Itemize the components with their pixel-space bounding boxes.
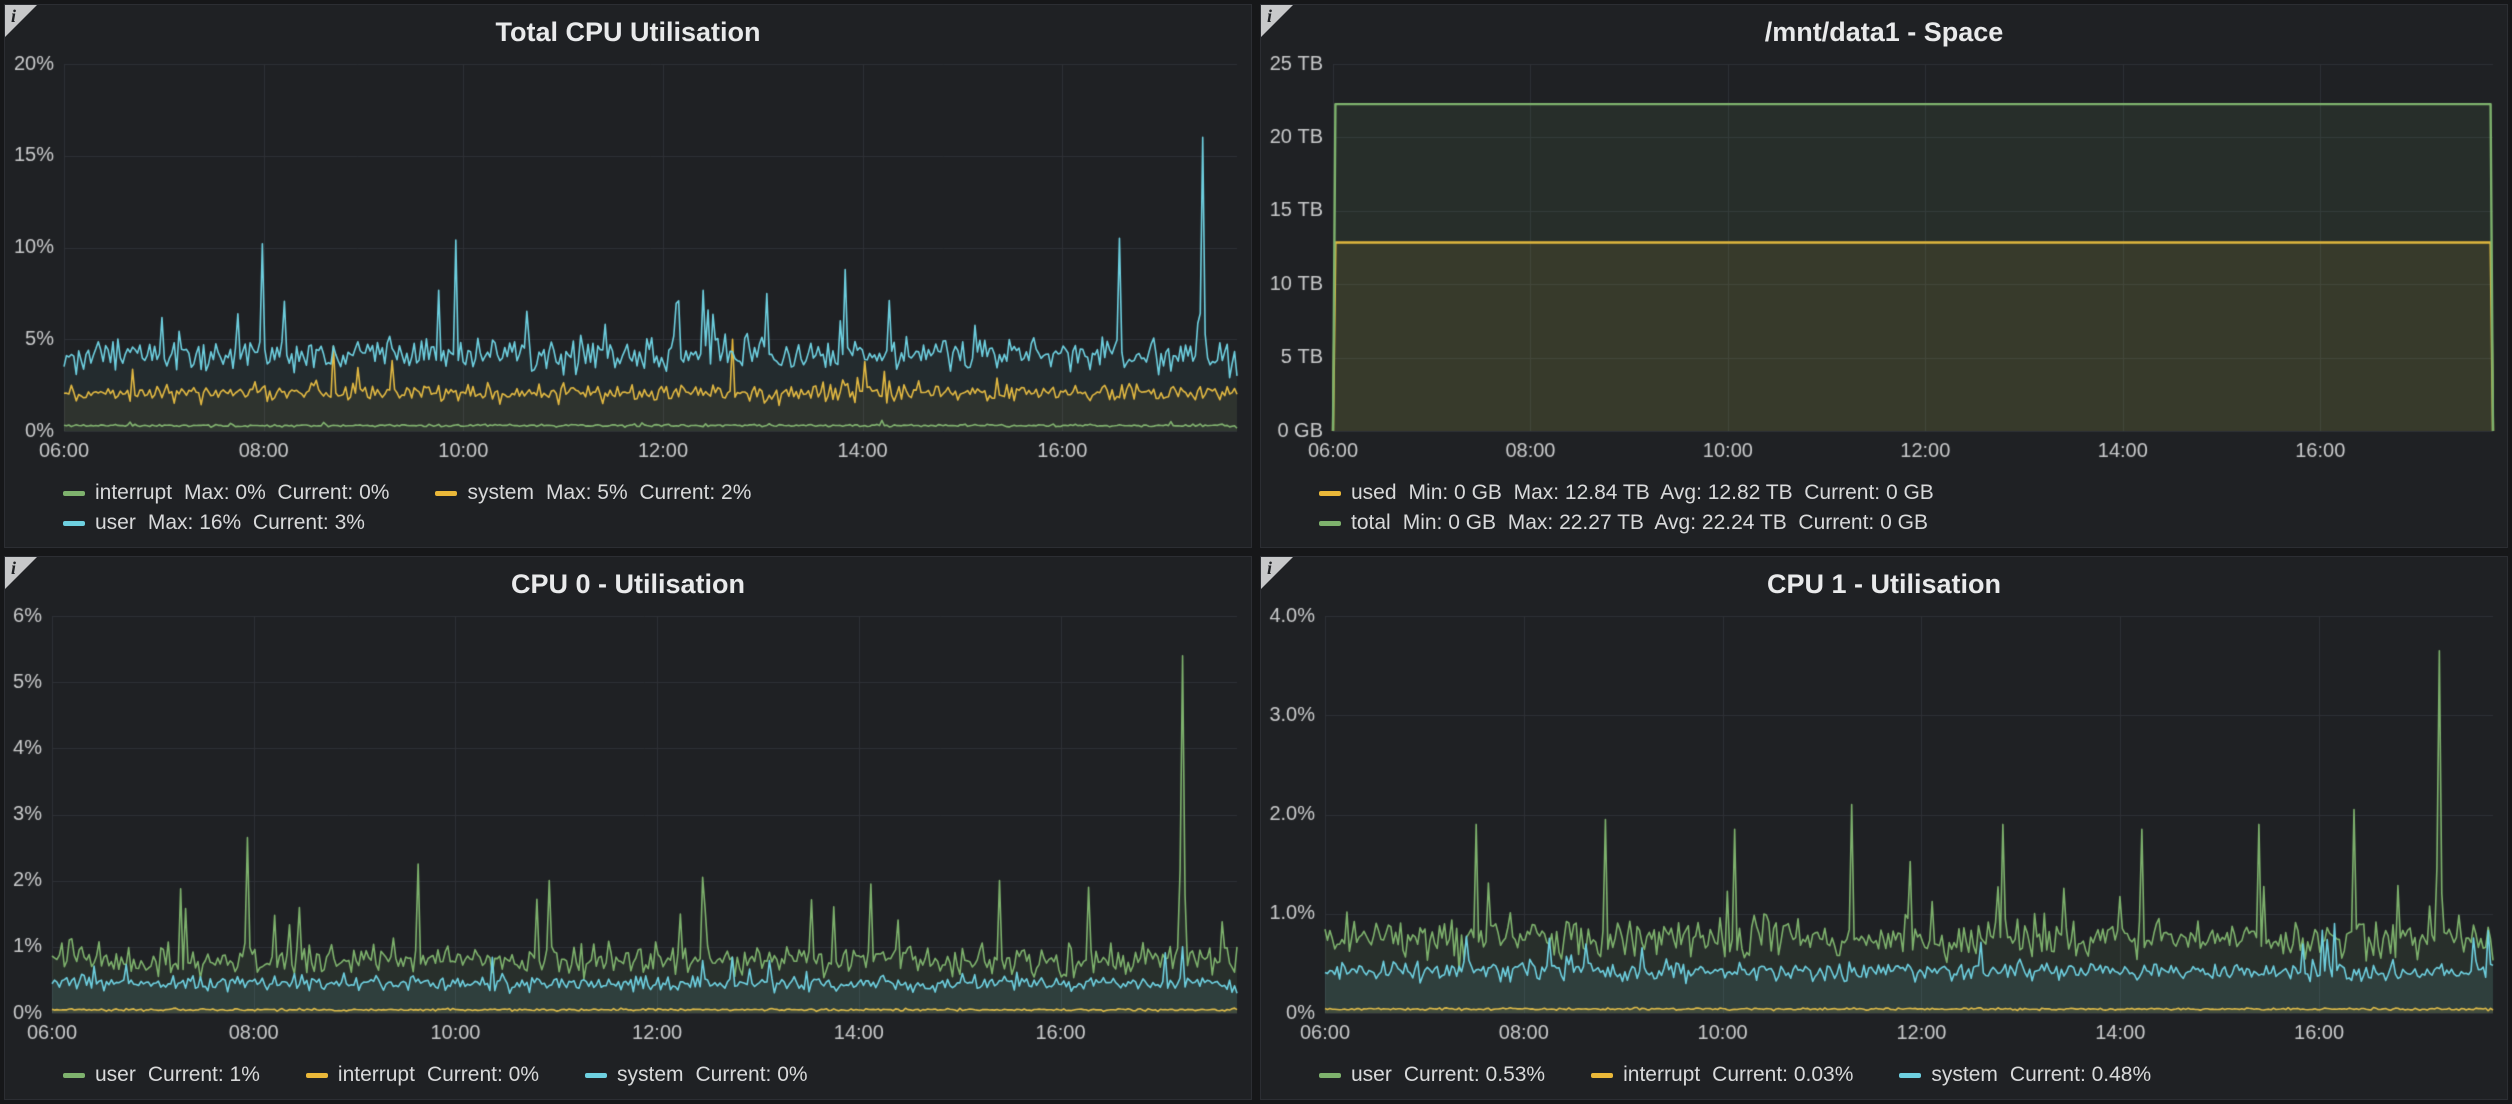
series-stats: Current: 0% xyxy=(426,1063,539,1086)
series-name: system xyxy=(617,1063,684,1086)
legend-item-interrupt[interactable]: interrupt Current: 0.03% xyxy=(1591,1063,1853,1087)
legend-row: user Max: 16% Current: 3% xyxy=(63,511,1239,535)
legend-item-interrupt[interactable]: interrupt Max: 0% Current: 0% xyxy=(63,481,389,505)
legend-item-user[interactable]: user Max: 16% Current: 3% xyxy=(63,511,365,535)
series-color-marker-icon xyxy=(1319,520,1341,526)
panel-info-corner[interactable]: i xyxy=(1261,557,1293,589)
legend-row: interrupt Max: 0% Current: 0% system Max: 5… xyxy=(63,481,1239,505)
series-stats: Min: 0 GB Max: 22.27 TB Avg: 22.24 TB Cu… xyxy=(1402,511,1928,535)
legend: user Current: 1% interrupt Current: 0% syste… xyxy=(5,1053,1251,1099)
series-name: user xyxy=(95,1063,136,1086)
series-color-marker-icon xyxy=(305,1072,328,1078)
series-name: interrupt xyxy=(337,1063,415,1086)
series-name: user xyxy=(1351,1063,1392,1086)
series-color-marker-icon xyxy=(435,490,458,496)
series-stats: Current: 0.03% xyxy=(1712,1063,1854,1086)
panel-cpu-1-utilisation: i CPU 1 - Utilisation user Current: 0.53%… xyxy=(1260,556,2508,1100)
chart-total-cpu-utilisation[interactable] xyxy=(5,48,1251,472)
legend: interrupt Max: 0% Current: 0% system Max: 5… xyxy=(5,471,1251,547)
series-color-marker-icon xyxy=(585,1072,607,1078)
series-name: interrupt xyxy=(1623,1063,1701,1086)
series-stats: Max: 0% Current: 0% xyxy=(184,481,390,505)
legend-item-used[interactable]: used Min: 0 GB Max: 12.84 TB Avg: 12.82 T… xyxy=(1319,481,1934,505)
series-name: interrupt xyxy=(95,481,173,505)
panel-title[interactable]: /mnt/data1 - Space xyxy=(1764,17,2004,47)
legend-item-interrupt[interactable]: interrupt Current: 0% xyxy=(305,1063,539,1087)
panel-total-cpu-utilisation: i Total CPU Utilisation interrupt Max: 0%… xyxy=(4,4,1252,548)
panel-title[interactable]: CPU 0 - Utilisation xyxy=(510,569,746,599)
series-color-marker-icon xyxy=(1319,1072,1341,1078)
series-stats: Max: 5% Current: 2% xyxy=(545,481,752,505)
info-icon: i xyxy=(11,558,17,578)
panel-title[interactable]: Total CPU Utilisation xyxy=(495,17,761,47)
series-name: user xyxy=(95,511,136,535)
series-color-marker-icon xyxy=(1899,1072,1922,1078)
legend-item-system[interactable]: system Current: 0.48% xyxy=(1899,1063,2151,1087)
chart-cpu-0-utilisation[interactable] xyxy=(5,600,1251,1053)
series-color-marker-icon xyxy=(63,490,85,496)
series-color-marker-icon xyxy=(1591,1072,1614,1078)
info-icon: i xyxy=(1267,558,1273,578)
panel-info-corner[interactable]: i xyxy=(5,5,37,37)
panel-cpu-0-utilisation: i CPU 0 - Utilisation user Current: 1% int… xyxy=(4,556,1252,1100)
legend-row: used Min: 0 GB Max: 12.84 TB Avg: 12.82 T… xyxy=(1319,481,2495,505)
panel-title[interactable]: CPU 1 - Utilisation xyxy=(1766,569,2002,599)
series-name: used xyxy=(1351,481,1397,505)
chart-mnt-data1-space[interactable] xyxy=(1261,48,2507,472)
series-stats: Current: 0% xyxy=(695,1063,808,1086)
legend-item-total[interactable]: total Min: 0 GB Max: 22.27 TB Avg: 22.24 … xyxy=(1319,511,1928,535)
legend: user Current: 0.53% interrupt Current: 0.03… xyxy=(1261,1053,2507,1099)
legend-item-user[interactable]: user Current: 0.53% xyxy=(1319,1063,1545,1087)
series-color-marker-icon xyxy=(63,1072,85,1078)
series-color-marker-icon xyxy=(63,520,85,526)
panel-mnt-data1-space: i /mnt/data1 - Space used Min: 0 GB Max: … xyxy=(1260,4,2508,548)
legend-row: user Current: 0.53% interrupt Current: 0.03… xyxy=(1319,1063,2495,1087)
series-stats: Min: 0 GB Max: 12.84 TB Avg: 12.82 TB Cu… xyxy=(1408,481,1934,505)
legend-row: user Current: 1% interrupt Current: 0% syste… xyxy=(63,1063,1239,1087)
series-name: system xyxy=(1931,1063,1998,1086)
series-name: total xyxy=(1351,511,1391,535)
legend-item-system[interactable]: system Max: 5% Current: 2% xyxy=(435,481,751,505)
info-icon: i xyxy=(11,6,17,26)
chart-cpu-1-utilisation[interactable] xyxy=(1261,600,2507,1053)
legend: used Min: 0 GB Max: 12.84 TB Avg: 12.82 T… xyxy=(1261,471,2507,547)
series-stats: Current: 1% xyxy=(147,1063,260,1086)
series-stats: Current: 0.48% xyxy=(2009,1063,2152,1086)
legend-item-user[interactable]: user Current: 1% xyxy=(63,1063,260,1087)
series-stats: Max: 16% Current: 3% xyxy=(147,511,365,535)
panel-info-corner[interactable]: i xyxy=(5,557,37,589)
info-icon: i xyxy=(1267,6,1273,26)
legend-item-system[interactable]: system Current: 0% xyxy=(585,1063,808,1087)
series-color-marker-icon xyxy=(1319,490,1341,496)
panel-info-corner[interactable]: i xyxy=(1261,5,1293,37)
series-name: system xyxy=(467,481,534,505)
series-stats: Current: 0.53% xyxy=(1403,1063,1546,1086)
legend-row: total Min: 0 GB Max: 22.27 TB Avg: 22.24 … xyxy=(1319,511,2495,535)
